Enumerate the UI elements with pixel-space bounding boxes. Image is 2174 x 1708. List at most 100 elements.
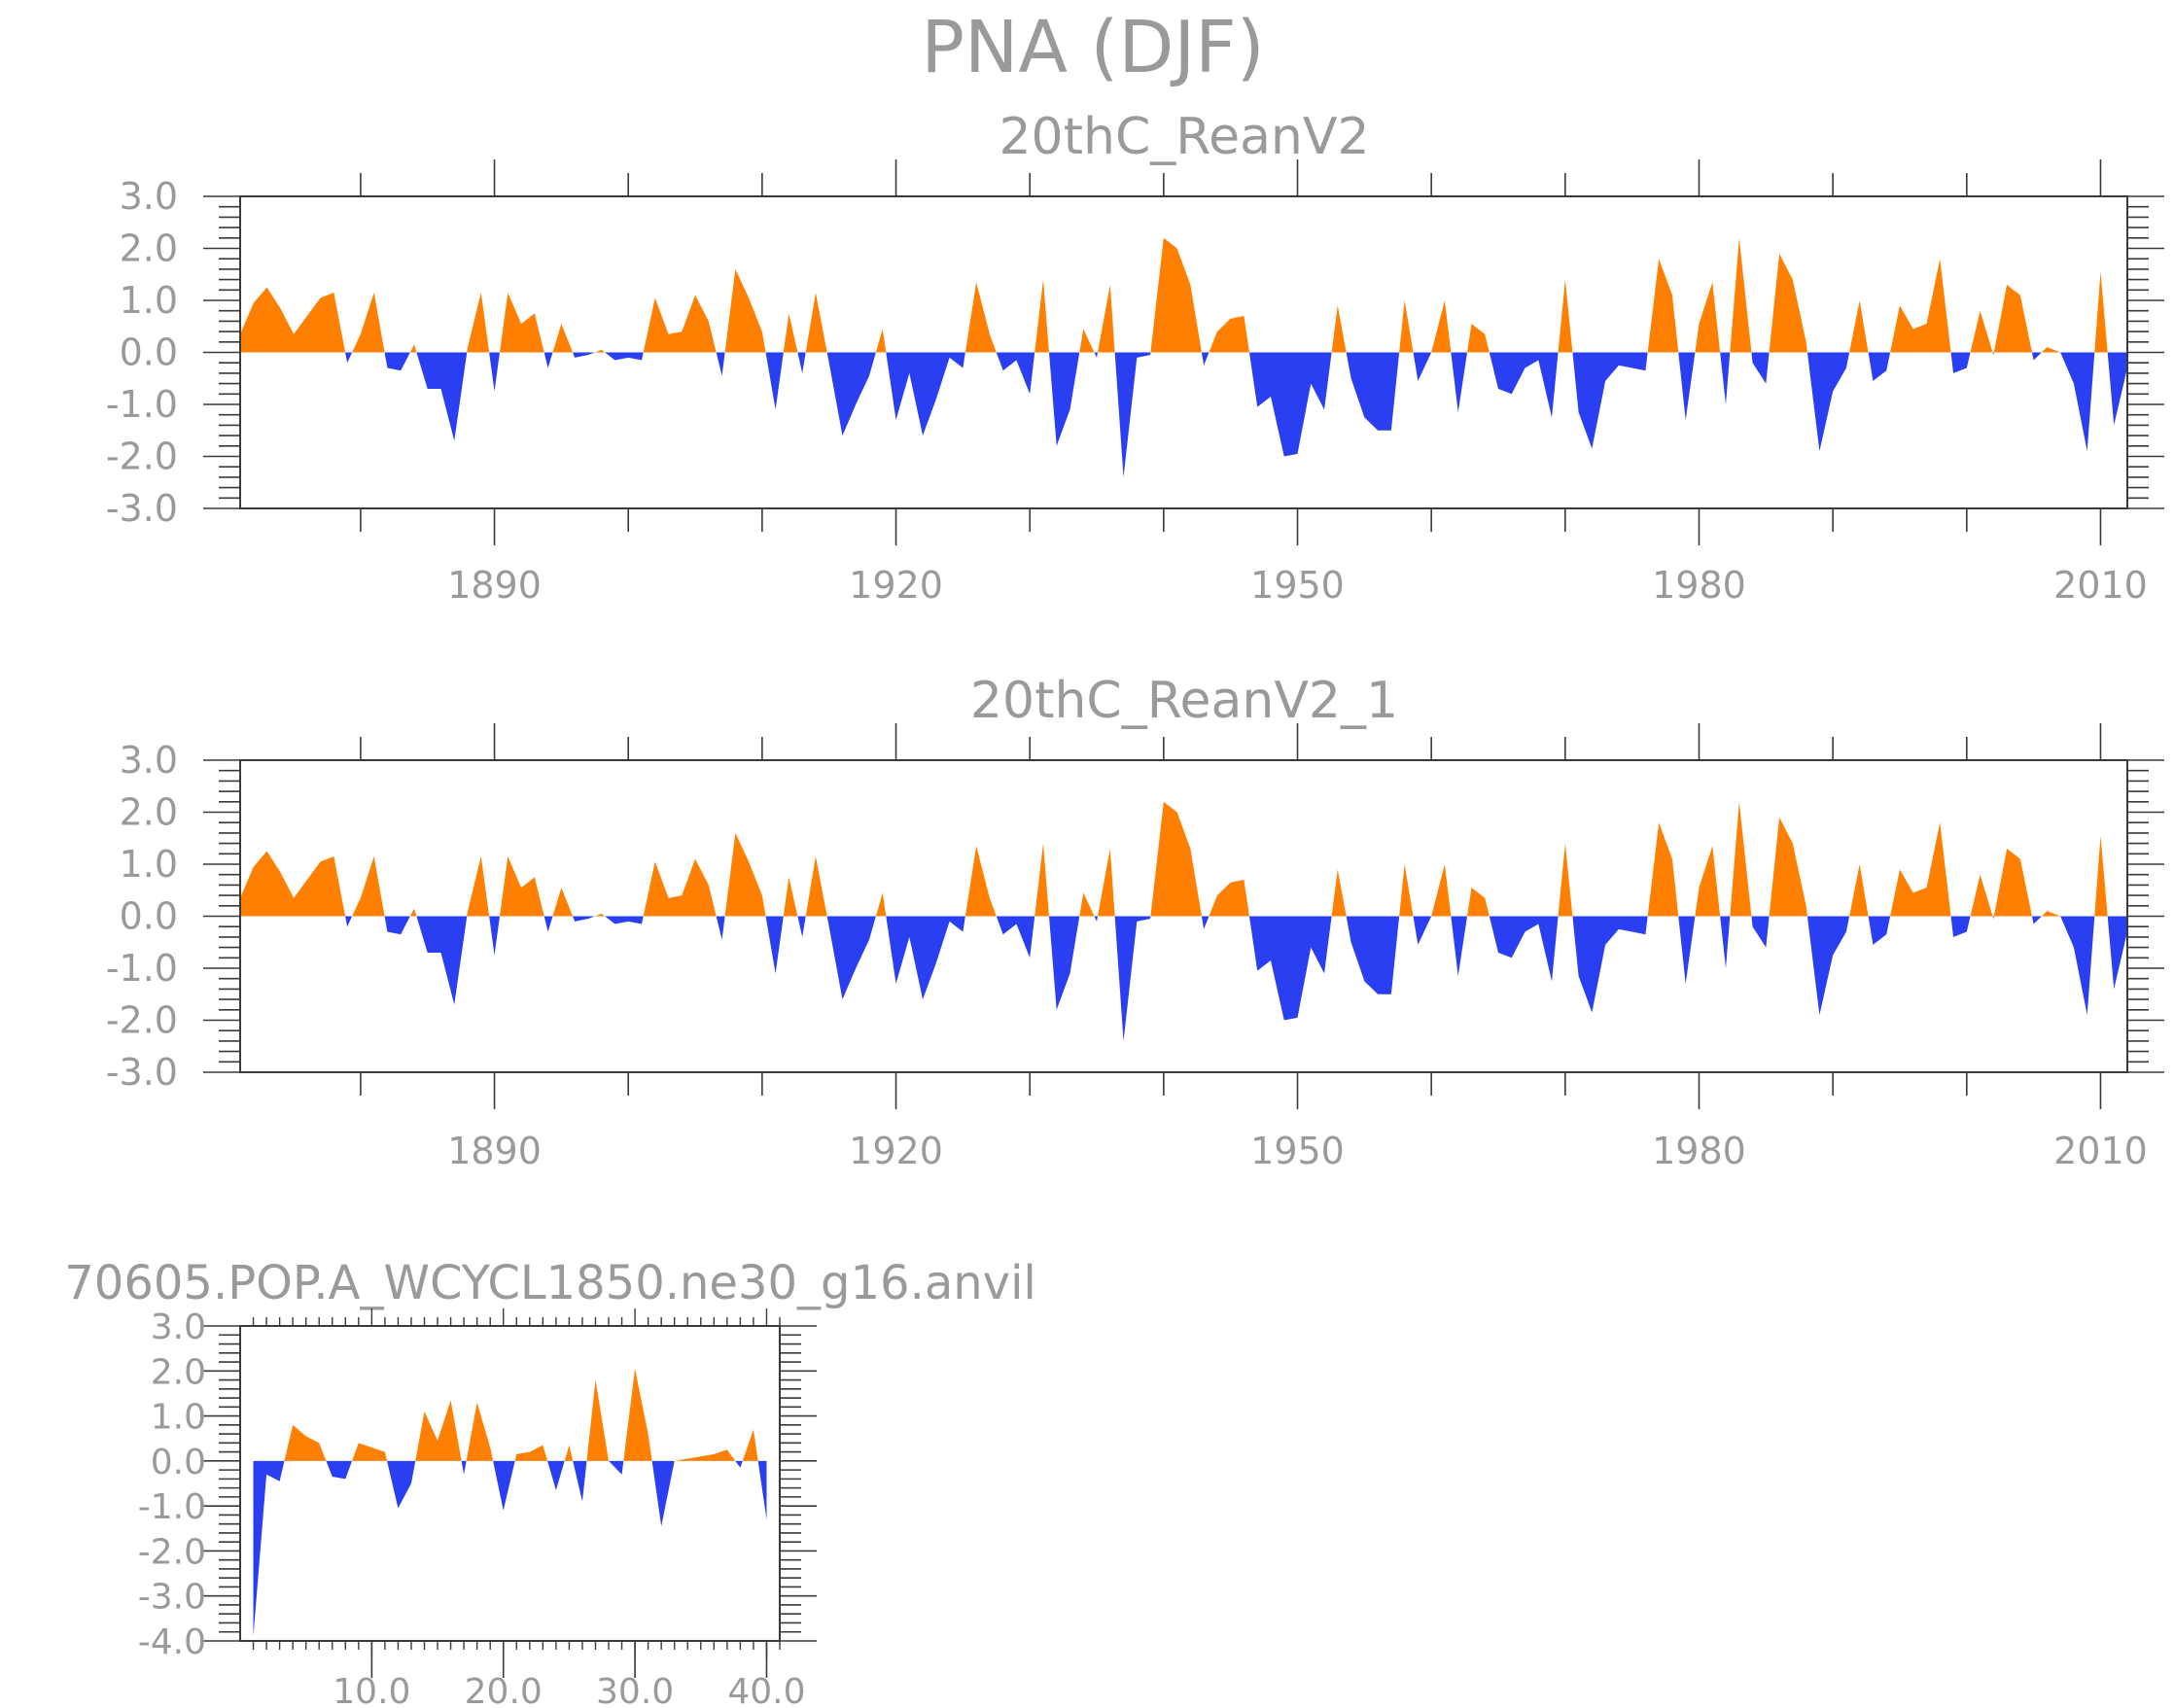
positive-area <box>499 855 544 917</box>
positive-area <box>1849 864 1869 917</box>
negative-area <box>2060 352 2095 452</box>
positive-area <box>2094 271 2108 353</box>
negative-area <box>2107 352 2127 426</box>
positive-area <box>805 855 827 917</box>
negative-area <box>1248 352 1332 457</box>
y-tick-label: 3.0 <box>120 175 178 218</box>
negative-area <box>416 352 468 441</box>
positive-area <box>964 846 997 917</box>
positive-area <box>1558 279 1573 353</box>
positive-area <box>1890 259 1951 353</box>
negative-area <box>1201 352 1210 366</box>
negative-area <box>573 916 595 922</box>
x-tick-label: 1950 <box>1250 564 1345 607</box>
negative-area <box>1451 352 1468 413</box>
positive-area <box>499 292 544 353</box>
positive-area <box>1399 300 1414 353</box>
negative-area <box>1048 352 1080 446</box>
negative-area <box>345 916 353 927</box>
negative-area <box>1094 916 1098 922</box>
positive-area <box>805 292 827 353</box>
panel-title: 70605.POP.A_WCYCL1850.ne30_g16.anvil <box>64 1256 1036 1310</box>
positive-area <box>1150 801 1202 917</box>
positive-area <box>552 888 574 917</box>
positive-area <box>742 1429 758 1461</box>
panel-wcycl1850-anvil: 70605.POP.A_WCYCL1850.ne30_g16.anvil -4.… <box>64 1256 1036 1708</box>
positive-area <box>724 268 766 353</box>
negative-area <box>1489 916 1559 982</box>
y-tick-label: -4.0 <box>138 1622 206 1662</box>
negative-area <box>573 352 595 358</box>
positive-area <box>466 1402 494 1461</box>
positive-area <box>1034 279 1049 353</box>
x-tick-label: 30.0 <box>596 1672 674 1708</box>
positive-area <box>552 324 574 353</box>
panel-20thc-reanv2-1: 20thC_ReanV2_1 -3.0 -2.0 -1.0 0.0 1.0 2.0 3.0 1… <box>106 672 2164 1172</box>
y-tick-label: 0.0 <box>120 895 178 938</box>
positive-area <box>409 908 417 917</box>
negative-area <box>384 916 410 935</box>
negative-area <box>1248 916 1332 1021</box>
negative-area <box>605 352 644 361</box>
positive-area <box>1431 864 1452 917</box>
positive-area <box>1467 888 1490 917</box>
x-tick-label: 10.0 <box>333 1672 410 1708</box>
positive-area <box>1098 848 1115 917</box>
positive-area <box>1467 324 1490 353</box>
panel-20thc-reanv2: 20thC_ReanV2 -3.0 -2.0 -1.0 0.0 1.0 2.0 3.0 189… <box>106 108 2164 607</box>
negative-area <box>1992 352 1994 356</box>
negative-area <box>1720 916 1731 968</box>
positive-area <box>284 1424 327 1461</box>
positive-area <box>1209 316 1249 353</box>
negative-area <box>757 1460 767 1520</box>
positive-area <box>1849 300 1869 353</box>
y-tick-label: -2.0 <box>106 999 178 1042</box>
positive-area <box>467 855 490 917</box>
negative-area <box>1868 916 1891 945</box>
negative-area <box>1114 916 1151 1041</box>
positive-area <box>643 858 717 917</box>
negative-area <box>1048 916 1080 1010</box>
positive-area <box>467 292 490 353</box>
y-tick-label: 2.0 <box>151 1352 206 1392</box>
negative-area <box>765 916 784 974</box>
y-tick-label: -1.0 <box>106 947 178 990</box>
x-tick-label: 1890 <box>447 1130 542 1172</box>
negative-area <box>1489 352 1559 418</box>
positive-area <box>1399 864 1414 917</box>
x-tick-label: 40.0 <box>727 1672 805 1708</box>
positive-area <box>964 282 997 353</box>
negative-area <box>605 916 644 924</box>
positive-area <box>1098 284 1115 353</box>
plot-frame <box>239 1325 781 1642</box>
positive-area <box>2041 911 2061 917</box>
panel-title: 20thC_ReanV2 <box>999 108 1369 166</box>
positive-area <box>1034 843 1049 917</box>
negative-area <box>1751 916 1770 948</box>
negative-area <box>544 916 553 932</box>
x-tick-label: 1890 <box>447 564 542 607</box>
positive-area <box>783 877 798 917</box>
positive-area <box>1890 822 1951 917</box>
negative-area <box>716 916 725 940</box>
negative-area <box>547 1460 565 1490</box>
positive-area <box>564 1445 574 1461</box>
positive-area <box>643 295 717 353</box>
x-tick-label: 2010 <box>2053 564 2148 607</box>
y-tick-label: 1.0 <box>151 1398 206 1438</box>
negative-area <box>1413 352 1432 381</box>
negative-area <box>826 916 876 1000</box>
negative-area <box>1720 352 1731 404</box>
positive-area <box>674 1449 736 1461</box>
positive-area <box>594 349 606 353</box>
positive-area <box>1558 843 1573 917</box>
y-tick-label: 0.0 <box>120 331 178 374</box>
positive-area <box>623 1368 652 1461</box>
positive-area <box>1079 329 1095 353</box>
negative-area <box>797 352 806 373</box>
negative-area <box>1806 916 1850 1016</box>
y-tick-label: -3.0 <box>106 1051 178 1094</box>
x-tick-label: 1950 <box>1250 1130 1345 1172</box>
positive-area <box>1695 846 1721 917</box>
positive-area <box>1993 848 2032 917</box>
